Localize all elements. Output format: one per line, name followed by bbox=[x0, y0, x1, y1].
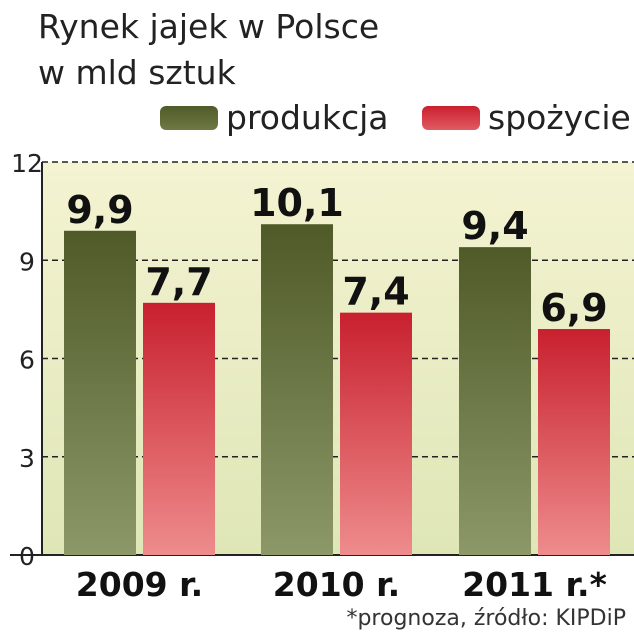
x-tick-label: 2010 r. bbox=[273, 565, 400, 604]
consumption-bar bbox=[340, 312, 412, 555]
chart-title: Rynek jajek w Polsce w mld sztuk bbox=[38, 4, 379, 96]
data-label: 9,9 bbox=[66, 188, 133, 232]
production-bar bbox=[64, 230, 136, 555]
data-label: 6,9 bbox=[540, 286, 607, 330]
legend: produkcja spożycie bbox=[0, 98, 634, 148]
data-label: 9,4 bbox=[461, 204, 528, 248]
production-bar bbox=[261, 224, 333, 555]
legend-label-consumption: spożycie bbox=[488, 98, 631, 137]
gridlines bbox=[42, 161, 634, 458]
data-labels: 9,9 7,7 10,1 7,4 9,4 6,9 bbox=[66, 181, 607, 330]
y-tick-label: 9 bbox=[19, 247, 35, 276]
x-axis: 2009 r. 2010 r. 2011 r.* bbox=[76, 565, 607, 604]
data-label: 7,7 bbox=[145, 260, 212, 304]
legend-swatch-consumption bbox=[422, 105, 480, 130]
legend-swatch-production bbox=[160, 105, 218, 130]
legend-item-consumption: spożycie bbox=[422, 98, 631, 137]
data-label: 7,4 bbox=[342, 270, 409, 314]
legend-label-production: produkcja bbox=[226, 98, 389, 137]
consumption-bar bbox=[143, 302, 215, 555]
production-bar bbox=[459, 247, 531, 555]
y-tick-label: 3 bbox=[19, 444, 35, 473]
chart-title-line2: w mld sztuk bbox=[38, 53, 236, 92]
legend-item-production: produkcja bbox=[160, 98, 389, 137]
x-tick-label: 2009 r. bbox=[76, 565, 203, 604]
y-tick-label: 0 bbox=[19, 542, 35, 571]
y-tick-label: 6 bbox=[19, 346, 35, 375]
data-label: 10,1 bbox=[250, 181, 344, 225]
footnote: *prognoza, źródło: KIPDiP bbox=[346, 606, 626, 631]
bars bbox=[64, 224, 610, 555]
x-tick-label: 2011 r.* bbox=[462, 565, 607, 604]
y-tick-label: 12 bbox=[11, 149, 43, 178]
consumption-bar bbox=[538, 329, 610, 555]
chart-title-line1: Rynek jajek w Polsce bbox=[38, 7, 380, 46]
